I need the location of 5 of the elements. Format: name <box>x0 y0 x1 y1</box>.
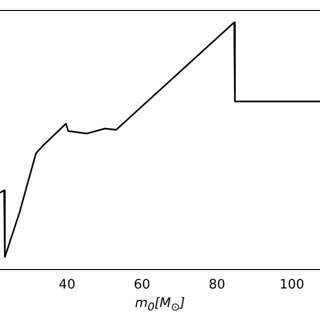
x-tick-label: 80 <box>208 278 226 293</box>
x-tick-label: 40 <box>58 278 76 293</box>
x-axis-title: m$_{0}$[M$_{⊙}$] <box>134 296 186 314</box>
x-tick-label: 100 <box>279 278 304 293</box>
x-tick-label: 60 <box>134 278 150 293</box>
